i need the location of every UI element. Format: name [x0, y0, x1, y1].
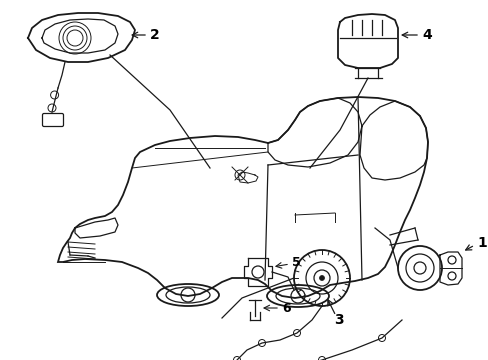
Text: 4: 4 — [421, 28, 431, 42]
Text: 2: 2 — [150, 28, 160, 42]
Circle shape — [319, 275, 324, 280]
Text: 5: 5 — [291, 256, 300, 269]
Text: 3: 3 — [333, 313, 343, 327]
Text: 6: 6 — [282, 302, 290, 315]
Text: 1: 1 — [476, 236, 486, 250]
